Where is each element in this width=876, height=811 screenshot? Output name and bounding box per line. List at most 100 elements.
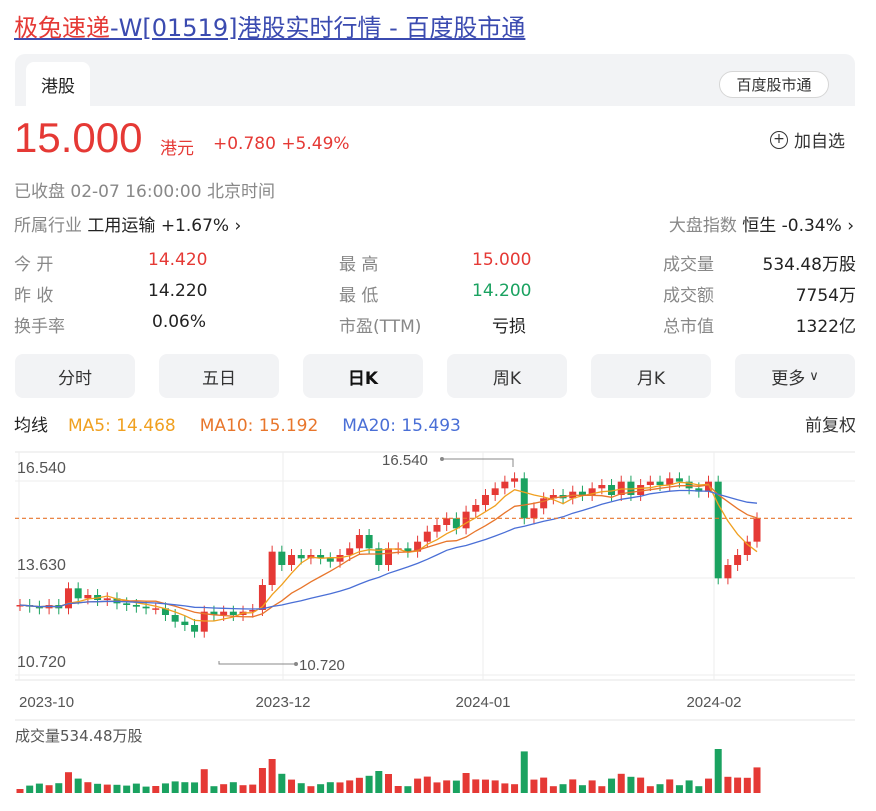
volume-bar: [103, 784, 111, 793]
prev-close-value: 14.220: [148, 281, 208, 301]
volume-bar: [249, 784, 257, 793]
market-cap-label: 总市值: [663, 317, 714, 337]
volume-bar: [181, 782, 189, 793]
prev-close-label: 昨 收: [14, 286, 54, 306]
low-marker-dot: [294, 662, 298, 666]
tab-five-day[interactable]: 五日: [159, 354, 279, 398]
source-badge[interactable]: 百度股市通: [719, 71, 829, 98]
candle-body: [462, 511, 470, 529]
tab-hk-stock[interactable]: 港股: [26, 62, 90, 106]
volume-bar: [472, 779, 480, 793]
candle-body: [84, 595, 92, 599]
add-watchlist-button[interactable]: + 加自选: [770, 127, 845, 152]
volume-bar: [375, 771, 383, 793]
candle-body: [258, 585, 266, 610]
candle-body: [132, 605, 140, 607]
candle-body: [520, 478, 528, 519]
volume-bar: [734, 777, 742, 793]
market-tab-bar: [15, 54, 855, 106]
tab-more[interactable]: 更多 ∨: [735, 354, 855, 398]
candle-body: [249, 610, 257, 612]
candle-body: [511, 478, 519, 482]
candle-body: [288, 555, 296, 565]
adjust-selector[interactable]: 前复权: [805, 416, 856, 436]
current-price: 15.000: [14, 114, 143, 161]
tab-daily-k[interactable]: 日K: [303, 354, 423, 398]
volume-bar: [433, 782, 441, 793]
volume-bar: [404, 786, 412, 793]
volume-bar: [113, 784, 121, 793]
x-tick-label: 2024-01: [455, 694, 510, 711]
pe-value: 亏损: [492, 317, 526, 337]
candle-body: [365, 535, 373, 549]
volume-bar: [278, 773, 286, 793]
volume-bar: [26, 785, 34, 793]
volume-bar: [481, 779, 489, 793]
open-label: 今 开: [14, 255, 54, 275]
candle-body: [346, 548, 354, 555]
market-cap-value: 1322亿: [795, 317, 856, 337]
tab-intraday[interactable]: 分时: [15, 354, 135, 398]
industry-link[interactable]: 所属行业 工用运输 +1.67% ›: [14, 216, 242, 236]
volume-bar: [336, 782, 344, 793]
high-marker-dot: [440, 457, 444, 461]
high-marker-label: 16.540: [382, 452, 428, 469]
candle-body: [501, 481, 509, 489]
volume-bar: [317, 784, 325, 793]
candle-body: [103, 598, 111, 600]
candle-body: [695, 488, 703, 492]
candle-body: [588, 488, 596, 495]
page-title[interactable]: 极兔速递-W[01519]港股实时行情 - 百度股市通: [14, 14, 526, 42]
volume-bar: [608, 778, 616, 793]
volume-bar: [84, 782, 92, 793]
candle-body: [724, 565, 732, 579]
volume-bar: [123, 785, 131, 793]
tab-weekly-k[interactable]: 周K: [447, 354, 567, 398]
candle-body: [152, 608, 160, 610]
candle-body: [161, 608, 169, 615]
plus-circle-icon: +: [770, 130, 788, 149]
volume-bar: [394, 786, 402, 793]
ma20-value: MA20: 15.493: [342, 416, 461, 436]
volume-bar: [443, 780, 451, 793]
candle-body: [375, 548, 383, 565]
high-value: 15.000: [472, 250, 532, 270]
volume-bar: [326, 782, 334, 793]
volume-bar: [520, 751, 528, 793]
candle-body: [666, 478, 674, 485]
ma10-value: MA10: 15.192: [199, 416, 319, 436]
volume-bar: [229, 782, 237, 793]
amount-value: 7754万: [795, 286, 856, 306]
candle-body: [74, 588, 82, 599]
candle-body: [423, 531, 431, 542]
candle-body: [472, 505, 480, 512]
candle-body: [171, 615, 179, 622]
candle-body: [220, 611, 228, 615]
index-link[interactable]: 大盘指数 恒生 -0.34% ›: [668, 216, 854, 236]
candle-body: [714, 481, 722, 579]
volume-bar: [666, 779, 674, 793]
volume-bar: [501, 783, 509, 793]
candle-body: [191, 625, 199, 632]
candle-body: [685, 481, 693, 489]
candle-body: [753, 518, 761, 542]
candle-body: [598, 485, 606, 489]
open-value: 14.420: [148, 250, 208, 270]
volume-chart-label: 成交量534.48万股: [15, 727, 143, 745]
x-tick-label: 2024-02: [686, 694, 741, 711]
volume-bar: [627, 776, 635, 793]
amount-label: 成交额: [663, 286, 714, 306]
candle-body: [443, 518, 451, 525]
volume-bar: [64, 772, 72, 793]
volume-bar: [452, 780, 460, 793]
candle-body: [229, 611, 237, 615]
candle-body: [656, 481, 664, 485]
volume-bar: [753, 767, 761, 793]
ma5-line: [19, 481, 758, 622]
tab-monthly-k[interactable]: 月K: [591, 354, 711, 398]
chevron-down-icon: ∨: [809, 368, 819, 384]
y-tick-label: 10.720: [17, 654, 66, 671]
volume-bar: [637, 777, 645, 793]
candle-body: [627, 481, 635, 495]
